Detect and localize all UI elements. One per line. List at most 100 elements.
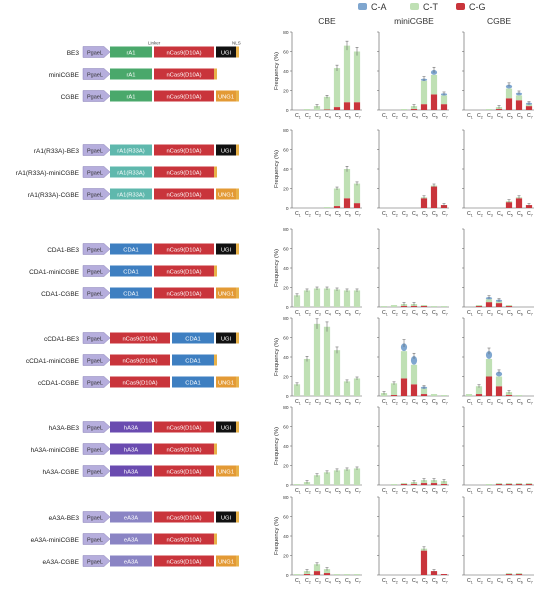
x-tick-subscript: 4 bbox=[416, 402, 418, 406]
bar-c-g bbox=[314, 571, 320, 575]
x-tick-subscript: 7 bbox=[446, 581, 448, 585]
x-tick-label: C2 bbox=[392, 399, 398, 406]
x-tick-subscript: 3 bbox=[406, 491, 408, 495]
x-tick-label: C1 bbox=[382, 399, 388, 406]
bar-c-g bbox=[344, 102, 350, 110]
x-tick-subscript: 2 bbox=[309, 313, 311, 317]
construct-name: eA3A-CGBE bbox=[43, 559, 80, 566]
deaminase-box-label: eA3A bbox=[124, 537, 138, 543]
x-tick-label: C6 bbox=[432, 578, 438, 585]
deaminase-box-label: rA1 bbox=[126, 94, 135, 100]
x-tick-subscript: 3 bbox=[319, 581, 321, 585]
x-tick-label: C4 bbox=[412, 211, 418, 218]
y-tick-label: 40 bbox=[283, 266, 289, 272]
x-tick-subscript: 5 bbox=[426, 313, 428, 317]
bar-c-g bbox=[506, 484, 512, 485]
x-tick-subscript: 4 bbox=[501, 116, 503, 120]
cas9-box-label: nCas9(D10A) bbox=[166, 447, 201, 453]
bar-c-t bbox=[304, 109, 310, 110]
bar-c-t bbox=[354, 290, 360, 307]
x-tick-label: C1 bbox=[467, 113, 473, 120]
bar-c-g bbox=[506, 306, 512, 307]
x-tick-label: C5 bbox=[507, 310, 513, 317]
nls-box bbox=[214, 444, 217, 455]
x-tick-label: C3 bbox=[315, 399, 321, 406]
x-tick-subscript: 7 bbox=[531, 402, 533, 406]
x-tick-label: C7 bbox=[442, 211, 448, 218]
promoter-label: PgaeL bbox=[87, 560, 103, 566]
bar-c-t bbox=[304, 290, 310, 307]
bar-c-g bbox=[431, 187, 437, 208]
x-tick-label: C7 bbox=[355, 113, 361, 120]
x-tick-subscript: 1 bbox=[471, 402, 473, 406]
bar-c-t bbox=[506, 89, 512, 99]
y-tick-label: 80 bbox=[283, 128, 289, 134]
cas9-box-label: nCas9(D10A) bbox=[166, 72, 201, 78]
x-tick-subscript: 7 bbox=[531, 214, 533, 218]
x-tick-subscript: 3 bbox=[406, 402, 408, 406]
x-tick-subscript: 2 bbox=[481, 402, 483, 406]
y-tick-label: 40 bbox=[283, 167, 289, 173]
x-tick-label: C3 bbox=[315, 488, 321, 495]
x-tick-label: C3 bbox=[487, 488, 493, 495]
bar-c-t bbox=[486, 109, 492, 110]
x-tick-subscript: 3 bbox=[491, 116, 493, 120]
nls-box bbox=[236, 422, 239, 433]
x-tick-label: C7 bbox=[527, 578, 533, 585]
nls-box bbox=[236, 377, 239, 388]
x-tick-subscript: 3 bbox=[406, 581, 408, 585]
promoter-label: PgaeL bbox=[87, 448, 103, 454]
construct-name: miniCGBE bbox=[49, 72, 80, 79]
legend-label: C-G bbox=[469, 2, 486, 12]
x-tick-subscript: 4 bbox=[416, 116, 418, 120]
x-tick-subscript: 1 bbox=[299, 116, 301, 120]
x-tick-subscript: 3 bbox=[491, 402, 493, 406]
x-tick-label: C6 bbox=[432, 399, 438, 406]
x-tick-subscript: 6 bbox=[521, 491, 523, 495]
y-tick-label: 20 bbox=[283, 88, 289, 94]
x-tick-subscript: 4 bbox=[416, 313, 418, 317]
y-tick-label: 60 bbox=[283, 514, 289, 520]
promoter-label: PgaeL bbox=[87, 516, 103, 522]
bar-c-t bbox=[354, 574, 360, 575]
linker-label: Linker bbox=[148, 41, 161, 46]
x-tick-label: C4 bbox=[412, 310, 418, 317]
x-tick-label: C6 bbox=[517, 399, 523, 406]
x-tick-subscript: 5 bbox=[426, 402, 428, 406]
deaminase-box-label: hA3A bbox=[124, 425, 138, 431]
bar-c-t bbox=[391, 484, 397, 485]
x-tick-label: C3 bbox=[402, 578, 408, 585]
cas9-box-label: nCas9(D10A) bbox=[166, 425, 201, 431]
construct-name: rA1(R33A)-BE3 bbox=[34, 148, 80, 155]
x-tick-subscript: 5 bbox=[511, 581, 513, 585]
x-tick-subscript: 1 bbox=[386, 313, 388, 317]
x-tick-label: C1 bbox=[382, 578, 388, 585]
bar-c-g bbox=[496, 484, 502, 485]
y-tick-label: 0 bbox=[286, 206, 289, 212]
promoter-label: PgaeL bbox=[87, 538, 103, 544]
cas9-box-label: nCas9(D10A) bbox=[122, 380, 157, 386]
ugi-label: UGI bbox=[221, 247, 232, 253]
promoter-label: PgaeL bbox=[87, 248, 103, 254]
x-tick-subscript: 2 bbox=[396, 214, 398, 218]
bar-c-g bbox=[421, 483, 427, 485]
x-tick-label: C4 bbox=[325, 211, 331, 218]
bar-c-g bbox=[431, 483, 437, 485]
y-tick-label: 80 bbox=[283, 227, 289, 233]
x-tick-label: C6 bbox=[517, 113, 523, 120]
ugi-label: UGI bbox=[221, 515, 232, 521]
x-tick-label: C2 bbox=[305, 211, 311, 218]
construct-name: eA3A-BE3 bbox=[49, 515, 80, 522]
x-tick-subscript: 2 bbox=[309, 581, 311, 585]
x-tick-label: C7 bbox=[527, 488, 533, 495]
x-tick-subscript: 1 bbox=[471, 581, 473, 585]
bar-c-g bbox=[401, 378, 407, 396]
x-tick-label: C5 bbox=[422, 113, 428, 120]
x-tick-subscript: 6 bbox=[436, 214, 438, 218]
x-tick-label: C5 bbox=[507, 488, 513, 495]
